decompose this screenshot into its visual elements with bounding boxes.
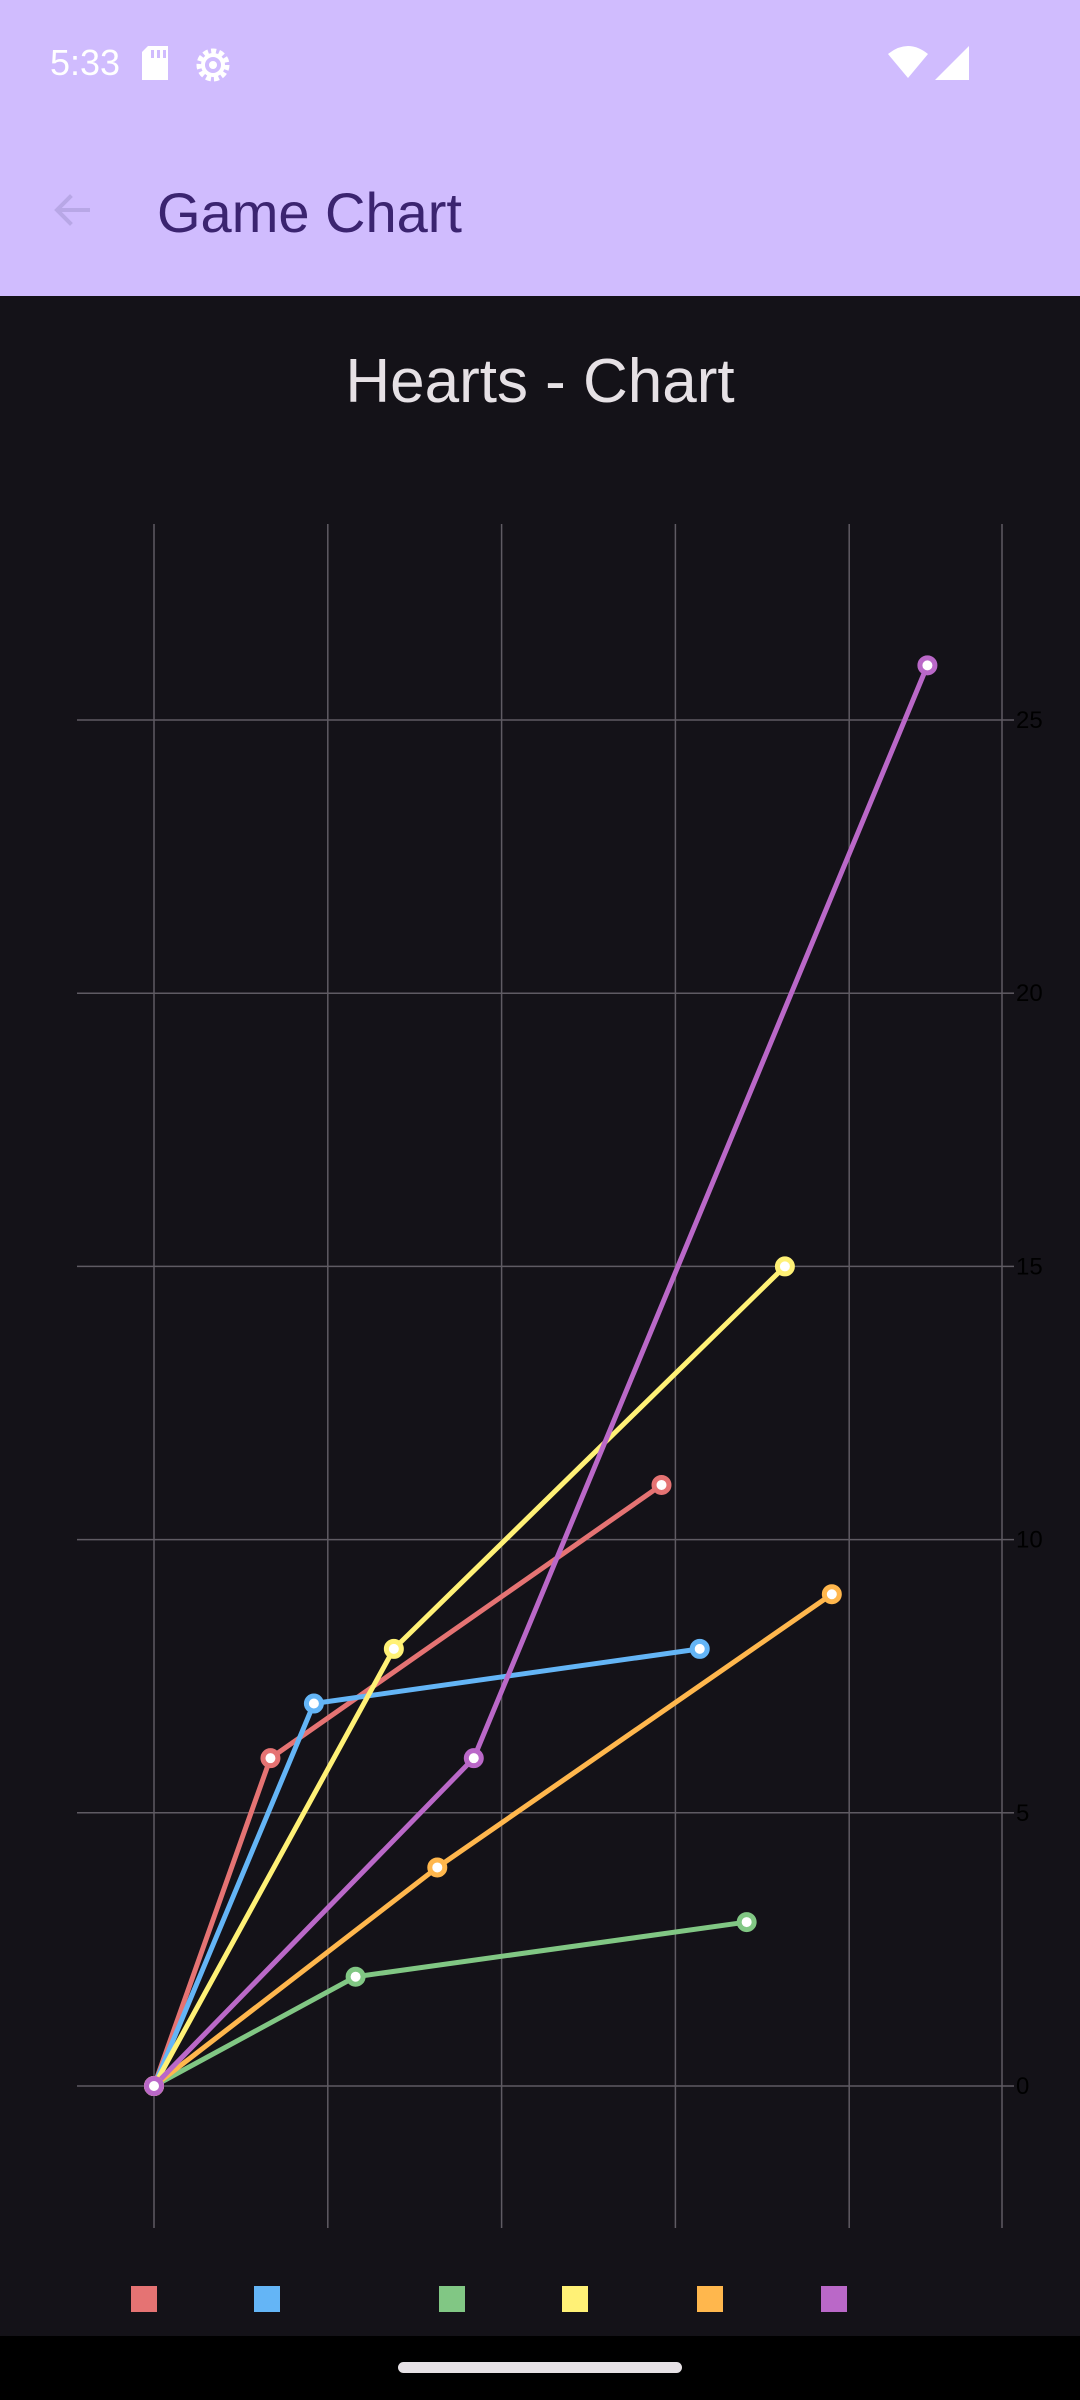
y-tick-label: 5 [1016, 1800, 1029, 1827]
data-point [651, 1474, 672, 1495]
data-point [260, 1748, 281, 1769]
legend-swatch [562, 2286, 588, 2312]
y-tick-label: 0 [1016, 2073, 1029, 2100]
data-point [821, 1584, 842, 1605]
data-point [689, 1638, 710, 1659]
data-point [303, 1693, 324, 1714]
status-time: 5:33 [50, 42, 121, 83]
status-bar: 5:33 [0, 0, 1080, 128]
data-point [427, 1857, 448, 1878]
y-tick-label: 20 [1016, 980, 1043, 1007]
data-point [774, 1256, 795, 1277]
data-point [345, 1966, 366, 1987]
signal-icon [935, 46, 969, 85]
arrow-back-icon [54, 194, 90, 226]
data-point [917, 655, 938, 676]
gear-icon [193, 45, 233, 90]
legend-swatch [697, 2286, 723, 2312]
data-point [463, 1748, 484, 1769]
page-title: Game Chart [157, 181, 462, 244]
line-chart: 0 5 10 15 20 25 [77, 524, 1043, 2312]
series-line [151, 1482, 663, 2087]
data-point [736, 1912, 757, 1933]
legend-swatch [439, 2286, 465, 2312]
back-button[interactable] [36, 174, 108, 246]
legend-swatch [821, 2286, 847, 2312]
gesture-handle[interactable] [398, 2362, 682, 2373]
chart-area: 0 5 10 15 20 25 Hearts - Chart [0, 296, 1080, 2336]
legend-swatch [254, 2286, 280, 2312]
app-bar: Game Chart [0, 128, 1080, 296]
data-point [383, 1638, 404, 1659]
chart-title: Hearts - Chart [345, 347, 735, 416]
y-tick-label: 15 [1016, 1253, 1043, 1280]
navigation-bar [0, 2336, 1080, 2400]
series-line [152, 1919, 748, 2089]
y-tick-label: 25 [1016, 707, 1043, 734]
wifi-icon [888, 46, 928, 85]
y-tick-label: 10 [1016, 1527, 1043, 1554]
data-point [144, 2076, 164, 2096]
sd-card-icon [140, 46, 170, 85]
legend-swatch [131, 2286, 157, 2312]
